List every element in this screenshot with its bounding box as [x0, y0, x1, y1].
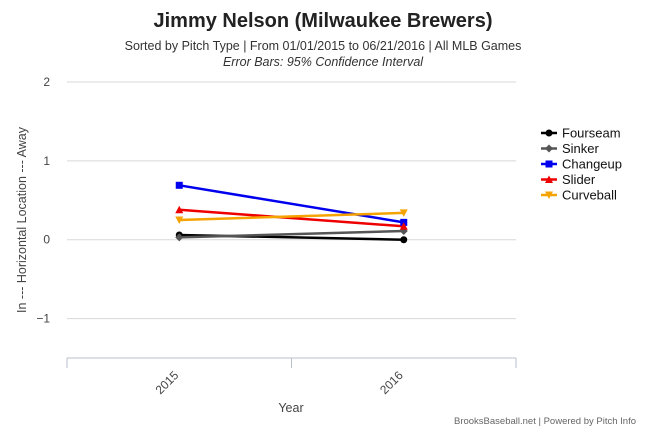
y-tick-label: −1 [36, 312, 50, 326]
legend-swatch-marker [545, 129, 553, 137]
data-point-changeup [175, 181, 183, 189]
legend-swatch-marker [545, 144, 553, 153]
legend-label: Curveball [562, 188, 617, 203]
legend-label: Fourseam [562, 126, 621, 141]
series-lines [179, 184, 404, 241]
x-tick-label: 2016 [377, 368, 406, 397]
y-tick-label: 0 [43, 233, 50, 247]
y-axis-ticks: 2 1 0 −1 [36, 75, 50, 326]
legend-swatch-marker [545, 191, 553, 199]
chart-title: Jimmy Nelson (Milwaukee Brewers) [153, 10, 492, 32]
series-line-slider [179, 208, 404, 228]
legend-item-sinker[interactable]: Sinker [541, 141, 600, 156]
y-tick-label: 1 [43, 154, 50, 168]
data-point-curveball [175, 216, 184, 224]
series-line-curveball [179, 211, 404, 222]
x-axis-label: Year [278, 401, 303, 415]
chart-subtitle-note: Error Bars: 95% Confidence Interval [223, 55, 424, 69]
data-point-curveball [399, 209, 408, 217]
grid-lines [67, 81, 516, 320]
chart-credit: BrooksBaseball.net | Powered by Pitch In… [454, 416, 636, 427]
y-tick-label: 2 [43, 75, 50, 89]
x-tick-label: 2015 [153, 368, 182, 397]
legend-item-slider[interactable]: Slider [541, 172, 596, 187]
legend-label: Changeup [562, 157, 622, 172]
data-point-fourseam [400, 236, 408, 244]
legend-swatch-marker [545, 175, 553, 183]
data-point-slider [399, 222, 408, 230]
series-markers [175, 181, 408, 244]
series-line-changeup [179, 184, 404, 224]
legend-item-changeup[interactable]: Changeup [541, 157, 622, 172]
series-line-sinker [179, 229, 404, 239]
x-axis: 2015 2016 [66, 357, 517, 397]
legend-label: Sinker [562, 141, 600, 156]
legend-label: Slider [562, 172, 596, 187]
data-point-sinker [175, 233, 184, 242]
y-axis-label: In --- Horizontal Location --- Away [15, 126, 29, 313]
chart-subtitle: Sorted by Pitch Type | From 01/01/2015 t… [125, 39, 522, 53]
legend-item-curveball[interactable]: Curveball [541, 188, 617, 203]
data-point-slider [175, 205, 184, 214]
legend-swatch-marker [545, 160, 553, 168]
legend-item-fourseam[interactable]: Fourseam [541, 126, 621, 141]
